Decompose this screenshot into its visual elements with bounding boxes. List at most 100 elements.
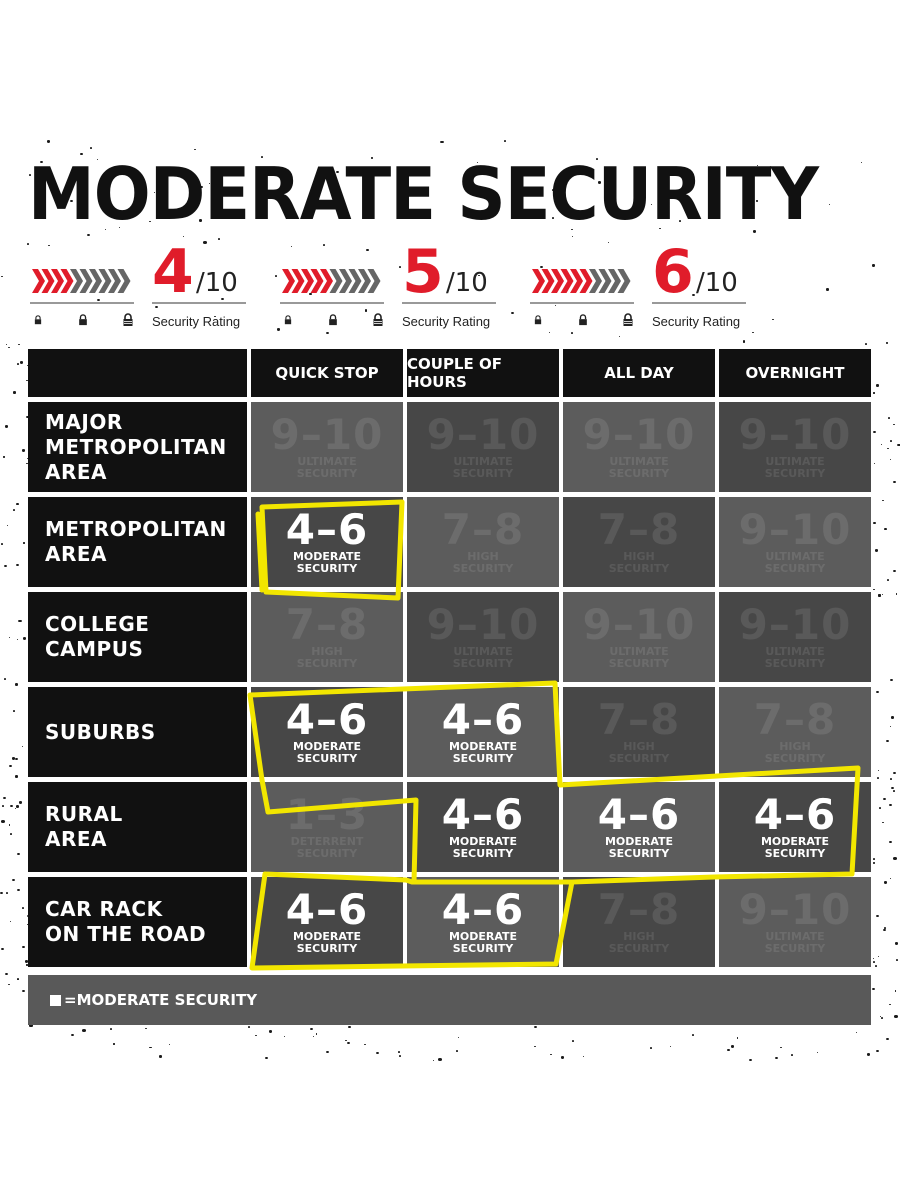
speckle [749, 1059, 752, 1062]
speckle [26, 415, 30, 418]
rating-caption: MODERATE SECURITY [604, 835, 674, 860]
table-corner [28, 349, 247, 397]
speckle [886, 1037, 889, 1040]
rating-range: 9–10 [582, 410, 696, 459]
chevron-arrow-icon [60, 269, 74, 293]
speckle [82, 1029, 86, 1032]
speckle [692, 294, 696, 297]
speckle [669, 1045, 672, 1048]
speckle [895, 593, 898, 595]
speckle [312, 1035, 314, 1037]
rating-cell: 4–6 MODERATE SECURITY [719, 782, 871, 872]
rating-caption: ULTIMATE SECURITY [764, 930, 826, 955]
speckle [890, 459, 892, 461]
speckle [15, 757, 19, 760]
rating-cell: 4–6 MODERATE SECURITY [407, 687, 559, 777]
speckle [895, 958, 899, 961]
speckle [5, 892, 9, 895]
speckle [875, 690, 879, 693]
speckle [8, 983, 10, 986]
chevron-arrow-icon [117, 269, 131, 293]
speckle [878, 594, 882, 597]
speckle [881, 594, 883, 596]
rating-cell: 4–6 MODERATE SECURITY [563, 782, 715, 872]
rating-cell: 9–10 ULTIMATE SECURITY [719, 592, 871, 682]
rating-out-of: /10 [196, 268, 238, 298]
speckle [876, 914, 879, 917]
speckle [886, 447, 889, 450]
legend-square-icon [50, 994, 61, 1006]
rating-out-of: /10 [446, 268, 488, 298]
speckle [583, 1055, 585, 1057]
speckle [148, 220, 151, 223]
speckle [873, 392, 876, 394]
speckle [22, 989, 26, 992]
speckle [570, 332, 574, 335]
speckle [23, 542, 25, 544]
rating-caption: MODERATE SECURITY [292, 740, 362, 765]
page-title: MODERATE SECURITY [28, 152, 819, 236]
speckle [97, 299, 100, 302]
rating-cell: 4–6 MODERATE SECURITY [251, 877, 403, 967]
speckle [619, 336, 621, 338]
speckle [752, 230, 757, 234]
speckle [873, 588, 876, 590]
speckle [549, 332, 551, 334]
rating-range: 4–6 [441, 695, 525, 744]
rating-range: 4–6 [285, 505, 369, 554]
speckle [886, 739, 890, 743]
speckle [364, 309, 368, 312]
speckle [607, 193, 610, 196]
rating-caption: ULTIMATE SECURITY [296, 455, 358, 480]
speckle [874, 965, 877, 968]
speckle [880, 1017, 884, 1020]
speckle [597, 180, 602, 184]
speckle [884, 881, 888, 884]
speckle [1, 805, 4, 807]
rating-range: 4–6 [597, 790, 681, 839]
speckle [10, 921, 12, 923]
speckle [398, 1054, 402, 1057]
speckle [46, 140, 51, 143]
rating-range: 4–6 [753, 790, 837, 839]
speckle [290, 245, 293, 248]
divider-line [652, 302, 746, 304]
speckle [882, 499, 885, 502]
speckle [855, 1032, 857, 1034]
speckle [889, 678, 893, 682]
speckle [883, 929, 887, 932]
rating-range: 4–6 [285, 695, 369, 744]
speckle [8, 636, 11, 639]
chevron-arrow-icon [320, 269, 333, 293]
speckle [872, 960, 876, 963]
speckle [730, 1045, 734, 1048]
speckle [736, 1037, 739, 1039]
chevron-arrow-icon [348, 269, 362, 293]
rating-caption: HIGH SECURITY [608, 550, 670, 575]
speckle [892, 771, 896, 775]
speckle [203, 241, 207, 244]
speckle [208, 183, 210, 184]
rating-cell: 9–10 ULTIMATE SECURITY [719, 877, 871, 967]
speckle [871, 264, 875, 267]
speckle [510, 311, 514, 315]
speckle [894, 1015, 898, 1018]
rating-cell: 4–6 MODERATE SECURITY [251, 687, 403, 777]
speckle [265, 1057, 268, 1060]
speckle [1, 275, 3, 277]
divider-line [30, 302, 134, 304]
rating-cell: 9–10 ULTIMATE SECURITY [563, 402, 715, 492]
speckle [275, 275, 278, 277]
speckle [889, 841, 893, 844]
speckle [18, 343, 21, 346]
speckle [118, 227, 120, 229]
chevron-arrow-icon [89, 269, 102, 293]
speckle [880, 443, 883, 446]
rating-arrows-icon [32, 269, 131, 293]
rating-cell: 1–3 DETERRENT SECURITY [251, 782, 403, 872]
legend: =MODERATE SECURITY [28, 975, 871, 1025]
speckle [889, 725, 892, 727]
speckle [12, 508, 16, 512]
rating-label: Security Rating [652, 314, 741, 329]
speckle [649, 1046, 653, 1049]
